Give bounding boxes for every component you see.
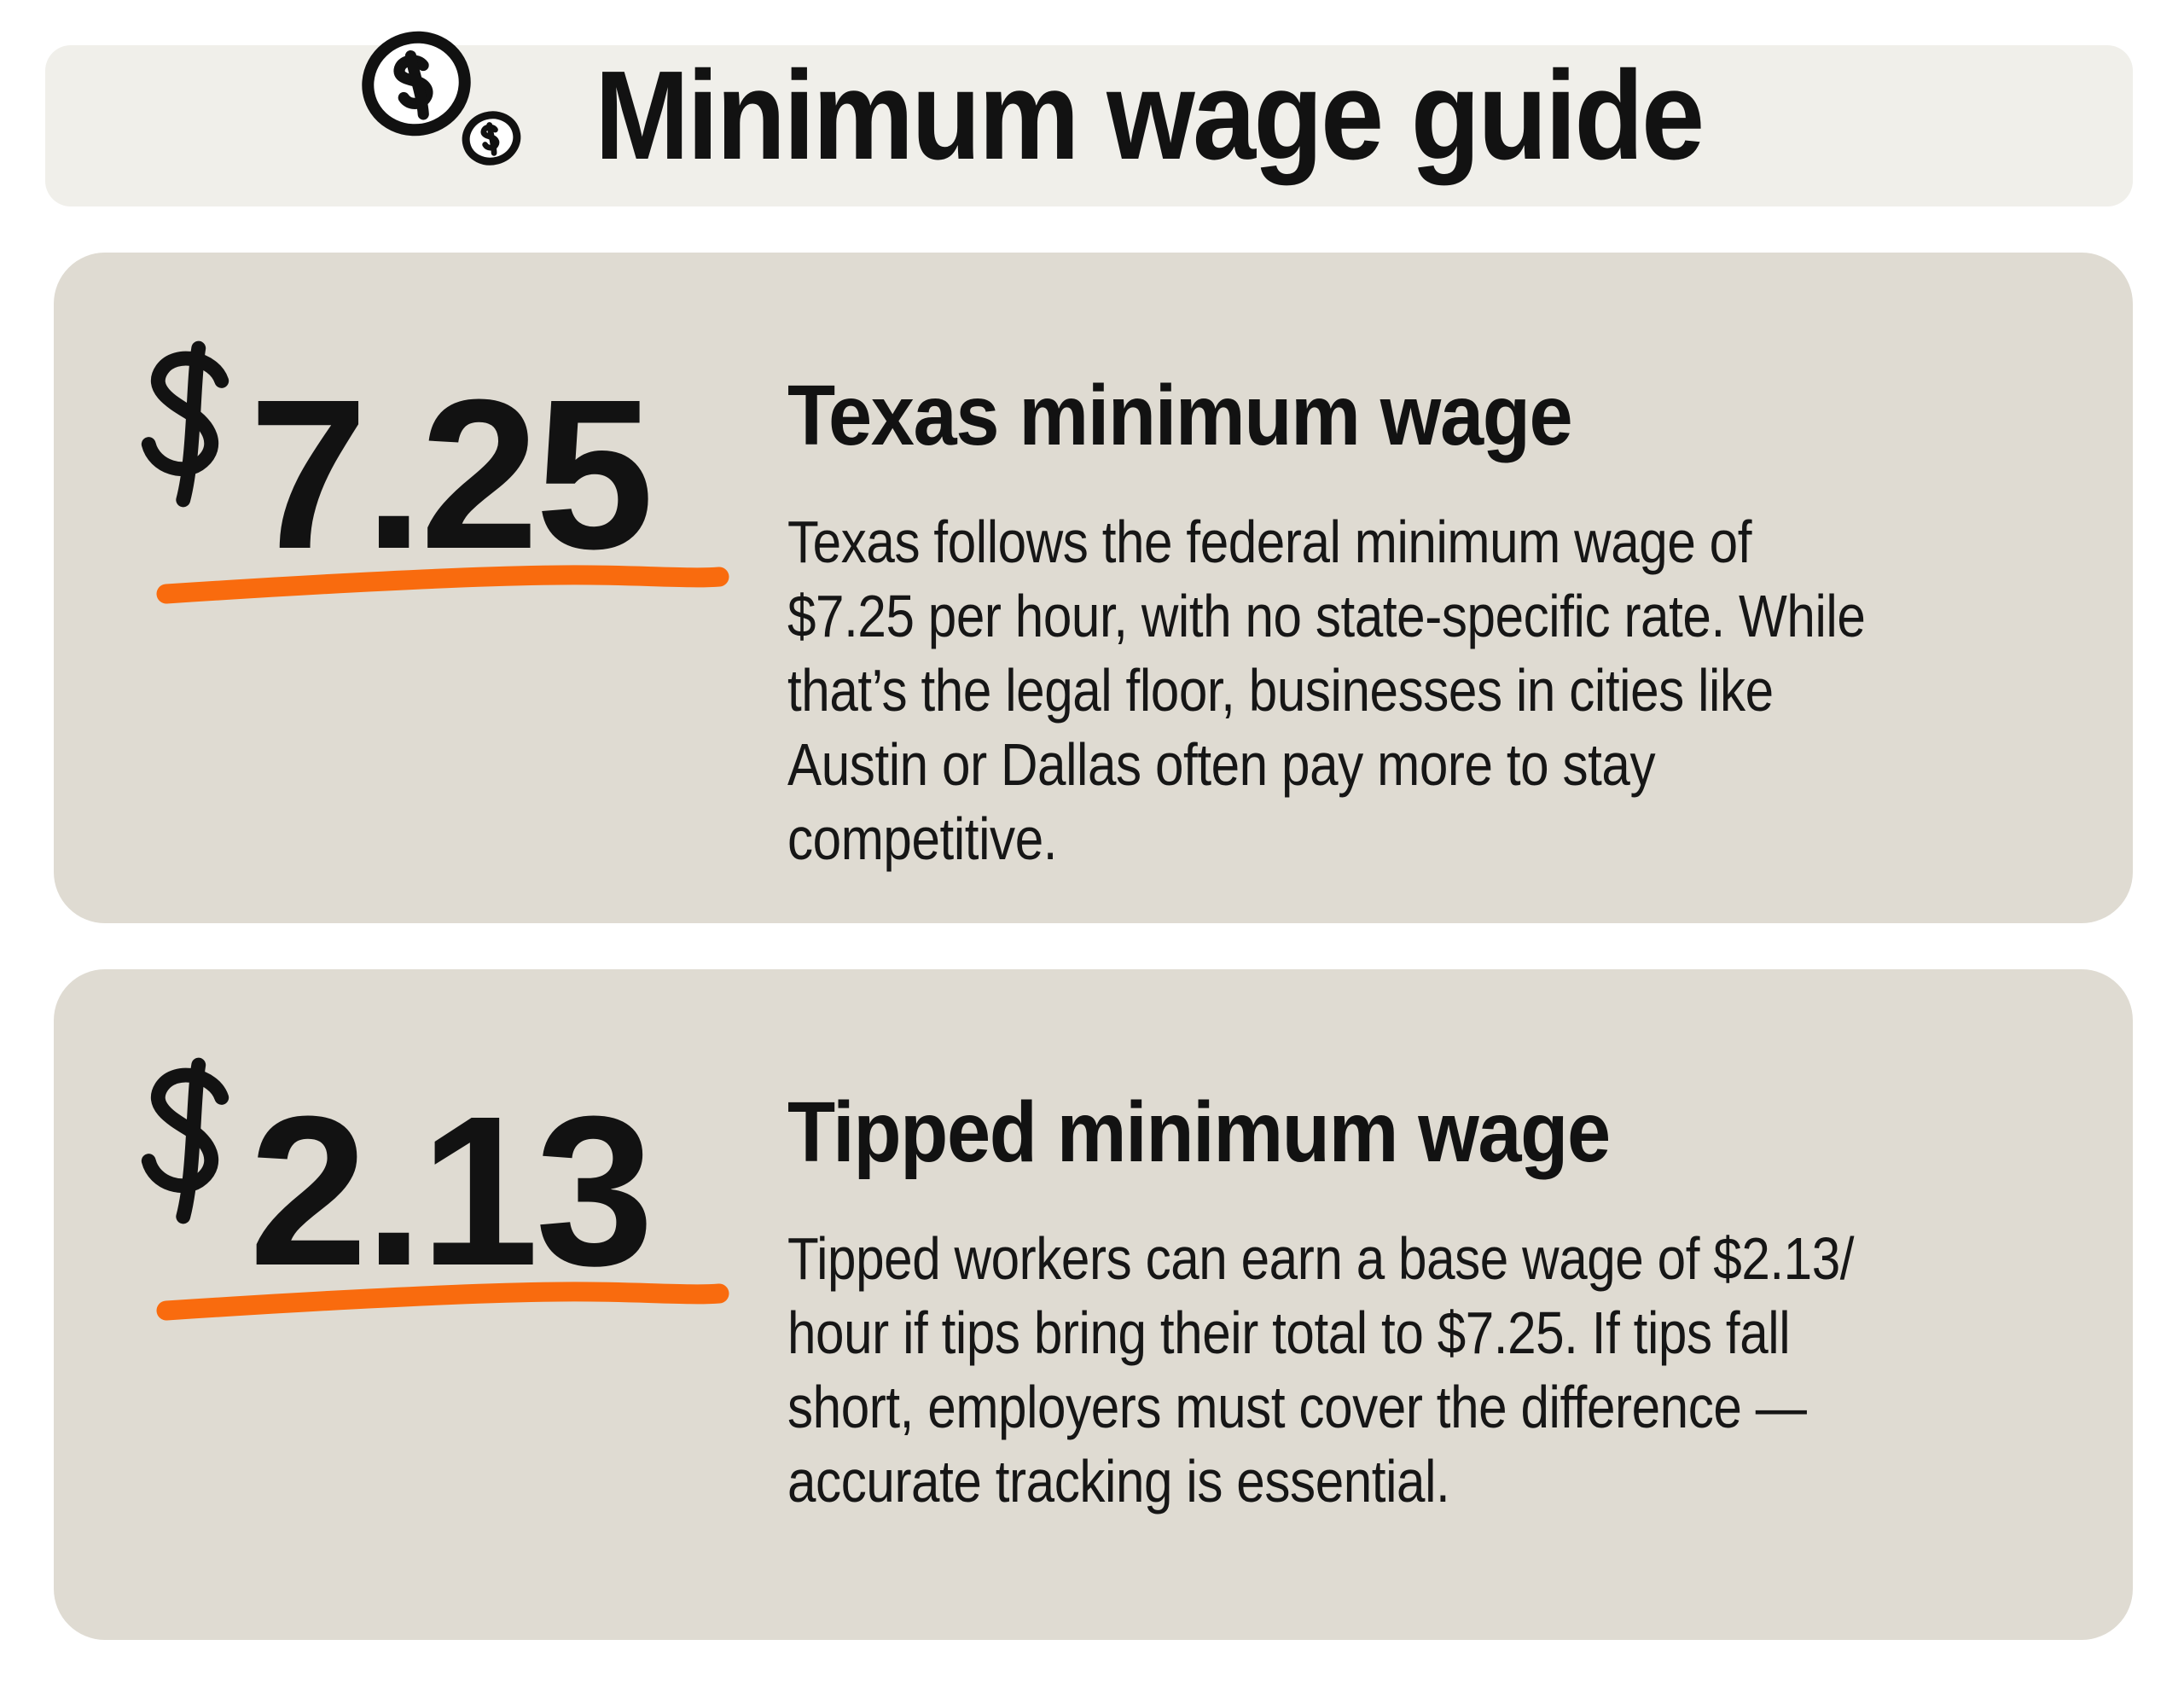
card-text: Tipped minimum wage Tipped workers can e…	[787, 969, 2184, 1640]
hand-drawn-underline	[156, 563, 729, 604]
hand-drawn-underline	[156, 1280, 729, 1321]
header-bar: Minimum wage guide	[45, 31, 2133, 206]
price-block: 2.13	[139, 969, 787, 1640]
page-title: Minimum wage guide	[595, 44, 1705, 186]
dollar-coins-icon	[362, 31, 521, 166]
price-amount: 7.25	[139, 368, 787, 581]
card-body: Tipped workers can earn a base wage of $…	[787, 1225, 1855, 1514]
dollar-sign-icon	[139, 1059, 239, 1223]
price-value: 2.13	[249, 1072, 654, 1310]
card-texas-minimum-wage: 7.25 Texas minimum wage Texas follows th…	[54, 253, 2133, 923]
card-body: Texas follows the federal minimum wage o…	[787, 509, 1866, 872]
card-heading: Texas minimum wage	[787, 368, 1573, 463]
card-text: Texas minimum wage Texas follows the fed…	[787, 253, 2184, 923]
dollar-sign-icon	[139, 342, 239, 506]
price-block: 7.25	[139, 253, 787, 923]
price-amount: 2.13	[139, 1084, 787, 1298]
card-tipped-minimum-wage: 2.13 Tipped minimum wage Tipped workers …	[54, 969, 2133, 1640]
price-value: 7.25	[249, 355, 654, 593]
card-heading: Tipped minimum wage	[787, 1084, 1611, 1180]
